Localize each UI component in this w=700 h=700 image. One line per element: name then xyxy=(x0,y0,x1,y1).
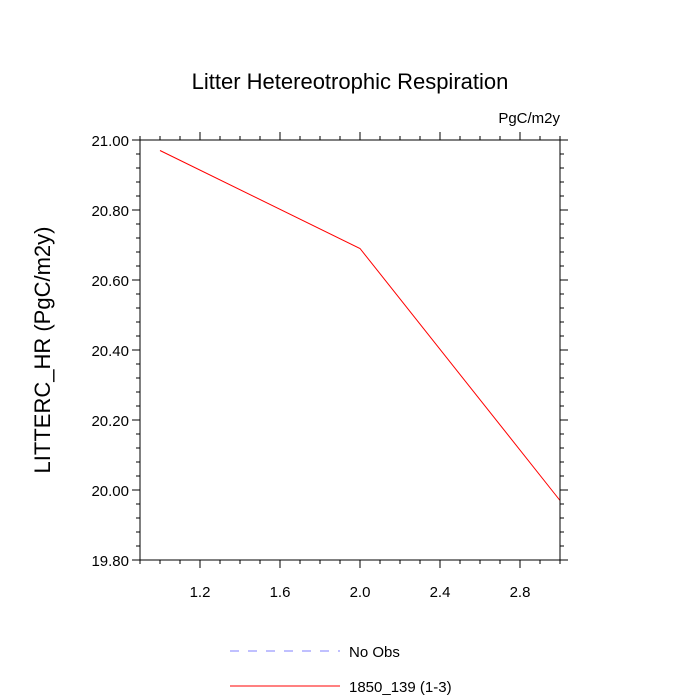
series-line xyxy=(159,150,561,501)
y-axis-label: LITTERC_HR (PgC/m2y) xyxy=(30,227,55,474)
legend-label: 1850_139 (1-3) xyxy=(349,679,452,696)
series-layer xyxy=(159,150,561,501)
y-tick-label: 20.60 xyxy=(91,273,129,290)
x-tick-label: 1.2 xyxy=(190,584,211,601)
y-tick-label: 19.80 xyxy=(91,553,129,570)
y-tick-label: 20.40 xyxy=(91,343,129,360)
major-ticks xyxy=(132,132,568,568)
y-tick-label: 20.20 xyxy=(91,413,129,430)
x-tick-label: 2.8 xyxy=(510,584,531,601)
units-label: PgC/m2y xyxy=(498,110,560,127)
legend: No Obs 1850_139 (1-3) xyxy=(230,644,452,696)
legend-label: No Obs xyxy=(349,644,400,661)
minor-ticks xyxy=(136,136,564,564)
plot-frame xyxy=(139,139,561,561)
y-tick-label: 21.00 xyxy=(91,133,129,150)
chart-title: Litter Hetereotrophic Respiration xyxy=(192,69,509,94)
x-tick-label: 2.0 xyxy=(350,584,371,601)
y-tick-label: 20.80 xyxy=(91,203,129,220)
y-tick-labels: 19.80 20.00 20.20 20.40 20.60 20.80 21.00 xyxy=(91,133,129,570)
x-tick-labels: 1.2 1.6 2.0 2.4 2.8 xyxy=(190,584,531,601)
x-tick-label: 1.6 xyxy=(270,584,291,601)
y-tick-label: 20.00 xyxy=(91,483,129,500)
x-tick-label: 2.4 xyxy=(430,584,451,601)
